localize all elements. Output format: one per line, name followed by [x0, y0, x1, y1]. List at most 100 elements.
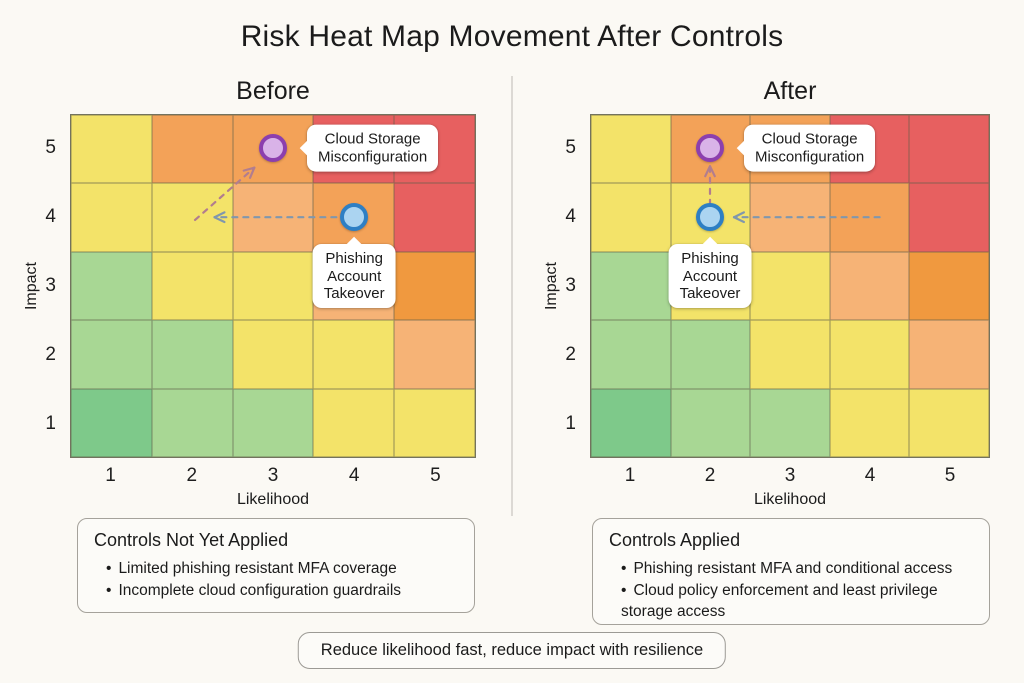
heatmap-cell: [232, 251, 314, 321]
risk-label-line: Misconfiguration: [318, 148, 428, 166]
controls-applied-title: Controls Applied: [609, 530, 741, 550]
likelihood-tick-label: 5: [944, 465, 956, 486]
likelihood-tick-label: 3: [267, 465, 279, 486]
impact-tick-label: 2: [45, 343, 56, 365]
before-heatmap: Before Impact Likelihood 5 4 3 2 1 1 2 3 4 5 Cloud…: [23, 77, 476, 508]
heatmap-cell: [829, 388, 910, 457]
controls-not-applied-title: Controls Not Yet Applied: [94, 530, 289, 550]
heatmap-cell: [71, 320, 152, 389]
risk-label-callout: Cloud Storage Misconfiguration: [307, 125, 439, 172]
heatmap-cell: [591, 251, 671, 321]
heatmap-cell: [909, 251, 989, 321]
controls-applied-box: Controls Applied Phishing resistant MFA …: [592, 518, 990, 625]
impact-tick-label: 1: [45, 412, 56, 434]
impact-tick-label: 2: [565, 343, 576, 365]
likelihood-tick-label: 4: [864, 465, 876, 486]
after-heatmap-grid: [590, 114, 990, 458]
phishing-risk-marker: [340, 203, 369, 232]
after-movement-arrows: [704, 165, 881, 224]
after-panel-title: After: [763, 77, 817, 105]
heatmap-cell: [71, 251, 152, 321]
impact-tick-label: 3: [45, 275, 56, 296]
heatmap-cell: [750, 251, 830, 321]
bullet-item: Incomplete cloud configuration guardrail…: [106, 580, 460, 602]
heatmap-cell: [232, 320, 314, 389]
movement-arrow-head: [248, 166, 256, 179]
bullet-item: Cloud policy enforcement and least privi…: [621, 580, 975, 623]
heatmap-cell: [151, 388, 233, 457]
takeaway-note: Reduce likelihood fast, reduce impact wi…: [297, 632, 727, 669]
before-likelihood-axis-label: Likelihood: [236, 491, 310, 508]
heatmap-cell: [591, 183, 671, 252]
impact-tick-label: 1: [565, 412, 576, 434]
heatmap-cell: [670, 388, 751, 457]
after-impact-axis-label: Impact: [543, 261, 560, 311]
risk-label-line: Phishing: [325, 250, 383, 268]
page-title: Risk Heat Map Movement After Controls: [240, 20, 784, 53]
movement-arrow-head: [704, 165, 712, 178]
risk-label-line: Phishing: [681, 250, 739, 268]
before-impact-axis-label: Impact: [23, 261, 40, 311]
before-movement-arrows: [193, 166, 338, 224]
movement-arrow-line: [193, 166, 256, 222]
impact-tick-label: 5: [45, 137, 56, 159]
heatmap-cell: [232, 388, 314, 457]
cloud-storage-risk-marker: [696, 134, 724, 163]
heatmap-cell: [394, 183, 475, 252]
heatmap-cell: [394, 251, 475, 321]
likelihood-tick-label: 1: [105, 465, 116, 486]
after-likelihood-axis-label: Likelihood: [753, 491, 827, 508]
panel-divider: [511, 76, 513, 516]
before-panel-title: Before: [236, 77, 310, 105]
heatmap-cell: [394, 388, 475, 457]
likelihood-tick-label: 3: [784, 465, 796, 486]
movement-arrow-head: [732, 216, 746, 224]
likelihood-tick-label: 2: [704, 465, 716, 486]
movement-arrow-head: [213, 211, 226, 219]
movement-arrow-head: [213, 216, 226, 224]
heatmap-cell: [71, 115, 152, 184]
bullet-item: Limited phishing resistant MFA coverage: [106, 558, 460, 580]
heatmap-cell: [909, 388, 989, 457]
after-heatmap: After Impact Likelihood 5 4 3 2 1 1 2 3 4 5 Cloud …: [543, 77, 990, 508]
risk-label-line: Account: [682, 267, 738, 285]
movement-arrow-head: [708, 165, 716, 178]
likelihood-tick-label: 2: [186, 465, 198, 486]
phishing-risk-marker: [696, 203, 724, 232]
heatmap-cell: [829, 320, 910, 389]
controls-not-applied-box: Controls Not Yet Applied Limited phishin…: [77, 518, 475, 613]
risk-label-callout: Cloud Storage Misconfiguration: [744, 125, 876, 172]
heatmap-cell: [909, 320, 989, 389]
heatmap-cell: [151, 251, 233, 321]
heatmap-cell: [394, 320, 475, 389]
risk-label-line: Cloud Storage: [324, 131, 421, 148]
heatmap-cell: [71, 183, 152, 252]
risk-label-callout: Phishing Account Takeover: [668, 244, 752, 309]
heatmap-cell: [909, 115, 989, 184]
impact-tick-label: 3: [565, 275, 576, 296]
likelihood-tick-label: 5: [430, 465, 441, 486]
impact-tick-label: 4: [45, 206, 56, 228]
bullet-item: Phishing resistant MFA and conditional a…: [621, 558, 975, 580]
risk-label-callout: Phishing Account Takeover: [312, 244, 396, 309]
impact-tick-label: 4: [565, 206, 576, 228]
heatmap-cell: [750, 388, 830, 457]
movement-arrow-head: [732, 211, 746, 219]
cloud-storage-risk-marker: [259, 134, 287, 163]
heatmap-cell: [313, 388, 395, 457]
heatmap-cell: [151, 320, 233, 389]
heatmap-cell: [151, 183, 233, 252]
heatmap-cell: [909, 183, 989, 252]
heatmap-cell: [750, 320, 830, 389]
risk-label-line: Misconfiguration: [755, 148, 865, 166]
heatmap-cell: [670, 320, 751, 389]
risk-label-line: Takeover: [679, 284, 741, 302]
heatmap-cell: [829, 251, 910, 321]
impact-tick-label: 5: [565, 137, 576, 159]
heatmap-cell: [591, 115, 671, 184]
risk-label-line: Cloud Storage: [761, 131, 858, 148]
heatmap-cell: [71, 388, 152, 457]
heatmap-cell: [151, 115, 233, 184]
heatmap-cell: [591, 320, 671, 389]
